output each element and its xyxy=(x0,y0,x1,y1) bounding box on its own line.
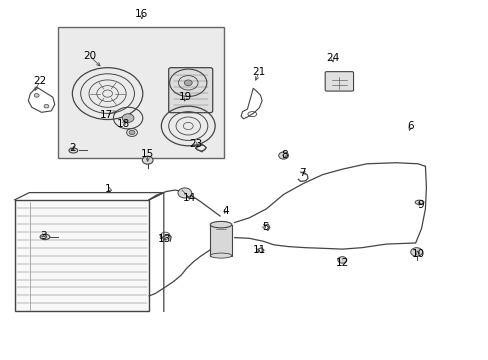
Circle shape xyxy=(122,114,134,122)
Text: 14: 14 xyxy=(183,193,196,203)
Text: 13: 13 xyxy=(158,234,171,244)
Text: 1: 1 xyxy=(105,184,112,194)
Bar xyxy=(58,27,224,158)
Circle shape xyxy=(142,156,153,164)
Text: 21: 21 xyxy=(252,67,265,77)
Text: 11: 11 xyxy=(252,245,265,255)
FancyBboxPatch shape xyxy=(325,72,353,91)
Text: 24: 24 xyxy=(325,53,339,63)
Text: 22: 22 xyxy=(33,76,47,86)
FancyBboxPatch shape xyxy=(168,68,212,113)
Text: 6: 6 xyxy=(407,121,413,131)
Text: 7: 7 xyxy=(298,168,305,178)
Circle shape xyxy=(178,188,191,198)
Circle shape xyxy=(278,152,288,159)
Circle shape xyxy=(44,104,49,108)
Text: 5: 5 xyxy=(261,222,268,232)
Text: 3: 3 xyxy=(40,231,46,241)
Text: 4: 4 xyxy=(222,206,229,216)
Text: 18: 18 xyxy=(116,119,130,129)
Circle shape xyxy=(337,257,346,263)
Bar xyxy=(210,225,231,256)
Circle shape xyxy=(410,248,422,256)
Text: 9: 9 xyxy=(416,200,423,210)
Text: 19: 19 xyxy=(179,92,192,102)
Text: 8: 8 xyxy=(281,150,287,160)
Text: 23: 23 xyxy=(188,139,202,149)
Text: 20: 20 xyxy=(83,51,96,61)
Bar xyxy=(15,200,149,311)
Text: 15: 15 xyxy=(141,149,154,159)
Text: 17: 17 xyxy=(100,110,113,120)
Ellipse shape xyxy=(414,200,423,204)
Ellipse shape xyxy=(40,234,50,240)
Circle shape xyxy=(34,94,39,97)
Ellipse shape xyxy=(210,221,231,228)
Text: 16: 16 xyxy=(135,9,148,19)
Text: 10: 10 xyxy=(411,249,424,259)
Circle shape xyxy=(184,80,192,86)
Ellipse shape xyxy=(69,148,78,153)
Circle shape xyxy=(129,130,135,135)
Text: 12: 12 xyxy=(335,258,348,268)
Ellipse shape xyxy=(210,253,231,258)
Text: 2: 2 xyxy=(69,143,76,153)
